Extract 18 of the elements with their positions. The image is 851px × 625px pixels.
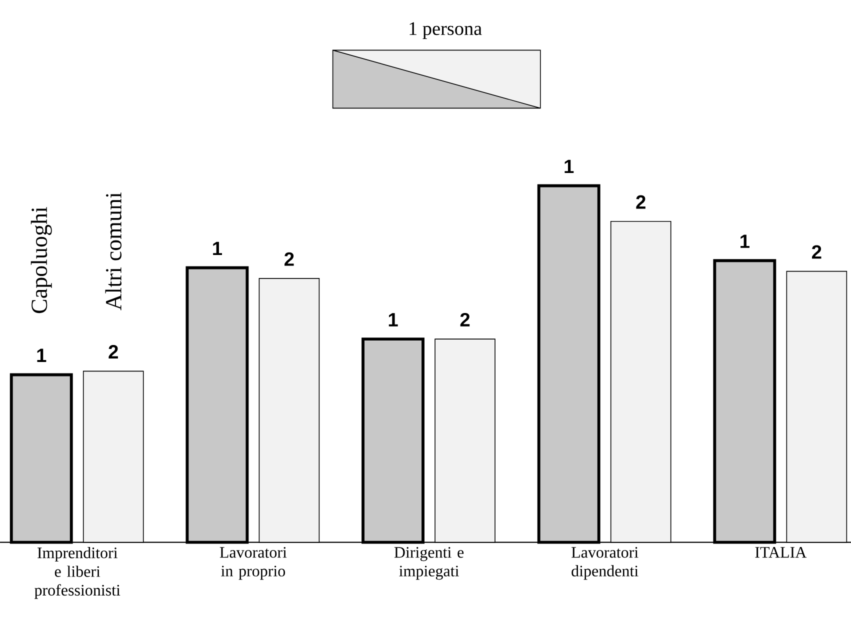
annotation: 1 [37,348,46,362]
annotation: 2 [636,195,646,209]
x-tick-label: Imprenditori e liberi professionisti [34,547,120,599]
annotation: 2 [108,345,118,358]
annotation: 1 [388,313,398,326]
text: 1 [564,160,574,174]
x-tick-label: ITALIA [755,547,807,558]
annotation: 1 [213,242,222,256]
text: 1 persona [410,22,482,39]
text: Altri comuni [105,192,122,310]
annotation: 2 [460,312,470,326]
x-tick-label: Lavoratori in proprio [220,547,287,580]
x-tick-label: Lavoratori dipendenti [572,547,638,580]
annotation: 2 [284,252,294,266]
annotation: 1 [740,234,750,248]
annotation: 2 [812,245,822,259]
x-tick-label: Dirigenti e impiegati [394,547,464,580]
text: Capoluoghi [30,206,52,314]
